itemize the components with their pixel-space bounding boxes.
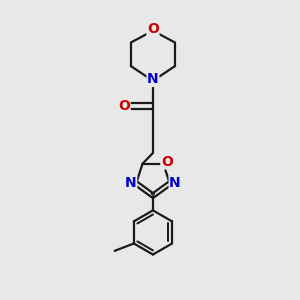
Text: O: O: [161, 155, 173, 169]
Text: N: N: [125, 176, 137, 190]
Text: O: O: [118, 99, 130, 113]
Text: N: N: [169, 176, 181, 190]
Text: N: N: [147, 72, 159, 86]
Text: O: O: [147, 22, 159, 36]
